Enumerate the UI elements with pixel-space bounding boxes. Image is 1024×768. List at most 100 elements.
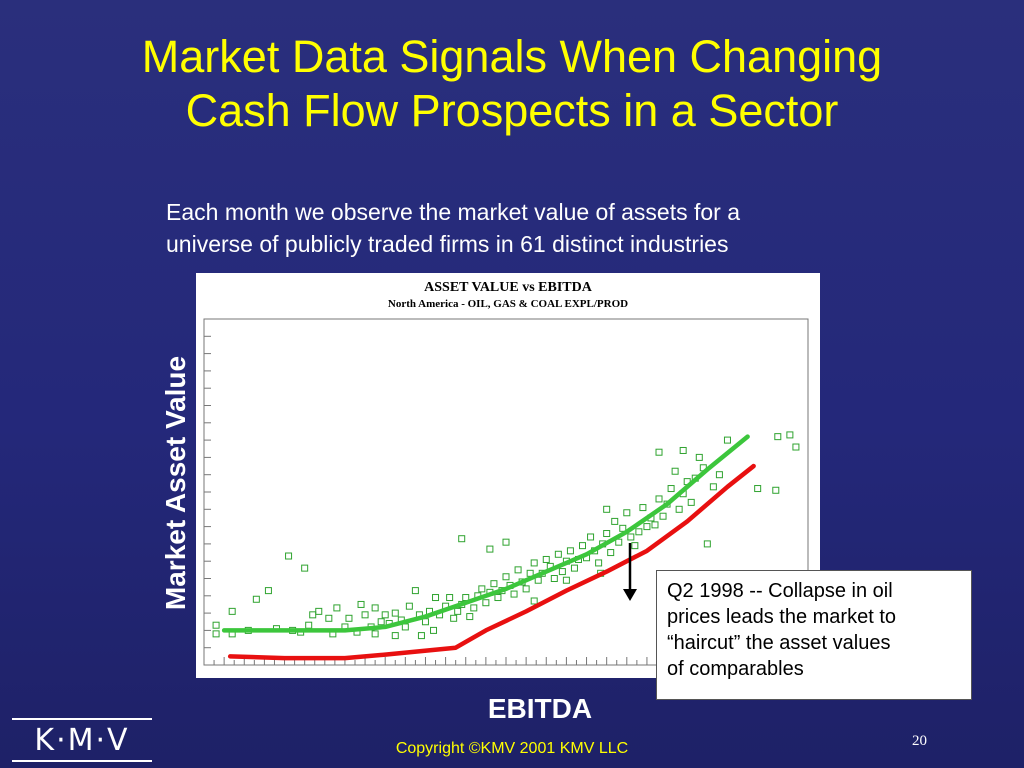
callout-line-4: of comparables (667, 658, 804, 680)
scatter-point (659, 512, 667, 520)
fitted-curves (221, 434, 756, 661)
scatter-point (285, 552, 293, 560)
scatter-point (486, 545, 494, 553)
scatter-point (562, 576, 570, 584)
scatter-point (252, 595, 260, 603)
scatter-point (345, 614, 353, 622)
scatter-point (228, 607, 236, 615)
scatter-point (695, 453, 703, 461)
scatter-point (212, 630, 220, 638)
scatter-point (603, 530, 611, 538)
scatter-point (772, 486, 780, 494)
scatter-point (587, 533, 595, 541)
scatter-point (446, 594, 454, 602)
scatter-point (792, 443, 800, 451)
scatter-point (570, 564, 578, 572)
callout-line-2: prices leads the market to (667, 606, 896, 628)
scatter-chart: ASSET VALUE vs EBITDA North America - OI… (196, 273, 820, 678)
scatter-point (371, 630, 379, 638)
scatter-point (607, 549, 615, 557)
slide-description-line-1: Each month we observe the market value o… (166, 199, 741, 225)
scatter-point (639, 504, 647, 512)
scatter-point (470, 604, 478, 612)
scatter-point (264, 587, 272, 595)
scatter-point (301, 564, 309, 572)
y-axis-label: Market Asset Value (160, 355, 191, 611)
scatter-point (635, 528, 643, 536)
scatter-point (333, 604, 341, 612)
slide-title-line-1: Market Data Signals When Changing (141, 31, 883, 82)
scatter-point (554, 550, 562, 558)
scatter-point (558, 568, 566, 576)
slide-description-line-2: universe of publicly traded firms in 61 … (166, 231, 729, 257)
scatter-point (325, 614, 333, 622)
y-axis-ticks (204, 318, 211, 666)
scatter-point (315, 607, 323, 615)
scatter-point (417, 632, 425, 640)
scatter-point (514, 566, 522, 574)
chart-title: ASSET VALUE vs EBITDA (424, 280, 593, 295)
scatter-point (381, 611, 389, 619)
scatter-point (530, 559, 538, 567)
scatter-point (212, 621, 220, 629)
scatter-point (595, 559, 603, 567)
scatter-point (432, 594, 440, 602)
scatter-point (454, 607, 462, 615)
scatter-point (579, 542, 587, 550)
scatter-point (619, 524, 627, 532)
scatter-point (627, 533, 635, 541)
scatter-point (466, 613, 474, 621)
down-arrow-annotation (623, 543, 637, 601)
scatter-point (667, 485, 675, 493)
chart-subtitle: North America - OIL, GAS & COAL EXPL/PRO… (388, 298, 628, 310)
scatter-point (494, 594, 502, 602)
scatter-point (411, 587, 419, 595)
scatter-point (687, 498, 695, 506)
scatter-point (550, 575, 558, 582)
scatter-point (405, 602, 413, 610)
page-number: 20 (912, 733, 927, 749)
scatter-point (715, 471, 723, 479)
scatter-point (478, 585, 486, 593)
scatter-point (671, 467, 679, 475)
scatter-point (542, 555, 550, 563)
kmv-logo: K·M·V (12, 718, 152, 762)
scatter-point (566, 547, 574, 555)
scatter-point (450, 614, 458, 622)
slide-title-line-2: Cash Flow Prospects in a Sector (185, 85, 839, 136)
chart-svg: ASSET VALUE vs EBITDA North America - OI… (196, 273, 820, 678)
copyright-text: Copyright ©KMV 2001 KMV LLC (395, 740, 629, 757)
scatter-point (709, 483, 717, 491)
scatter-point (502, 538, 510, 546)
scatter-point (603, 505, 611, 513)
scatter-point (357, 600, 365, 608)
callout-line-3: “haircut” the asset values (667, 632, 891, 654)
callout-line-1: Q2 1998 -- Collapse in oil (667, 580, 893, 602)
scatter-point (611, 517, 619, 525)
scatter-point (774, 433, 782, 441)
scatter-point (502, 573, 510, 581)
scatter-point (391, 632, 399, 640)
scatter-point (675, 505, 683, 513)
scatter-point (391, 609, 399, 617)
scatter-point (754, 485, 762, 493)
scatter-point (430, 626, 438, 634)
scatter-point (655, 448, 663, 456)
slide-description: Each month we observe the market value o… (166, 196, 926, 260)
x-axis-label: EBITDA (487, 693, 593, 724)
scatter-point (510, 590, 518, 598)
scatter-point (615, 538, 623, 546)
scatter-point (371, 604, 379, 612)
scatter-point (643, 523, 651, 531)
scatter-point (655, 495, 663, 503)
scatter-point (703, 540, 711, 548)
scatter-point (458, 535, 466, 543)
scatter-point (651, 521, 659, 529)
slide-title: Market Data Signals When Changing Cash F… (0, 30, 1024, 138)
scatter-point (723, 436, 731, 444)
scatter-point (490, 580, 498, 588)
scatter-point (522, 585, 530, 593)
scatter-point (786, 431, 794, 439)
arrow-head (623, 589, 637, 601)
red-fit-curve (227, 463, 756, 661)
